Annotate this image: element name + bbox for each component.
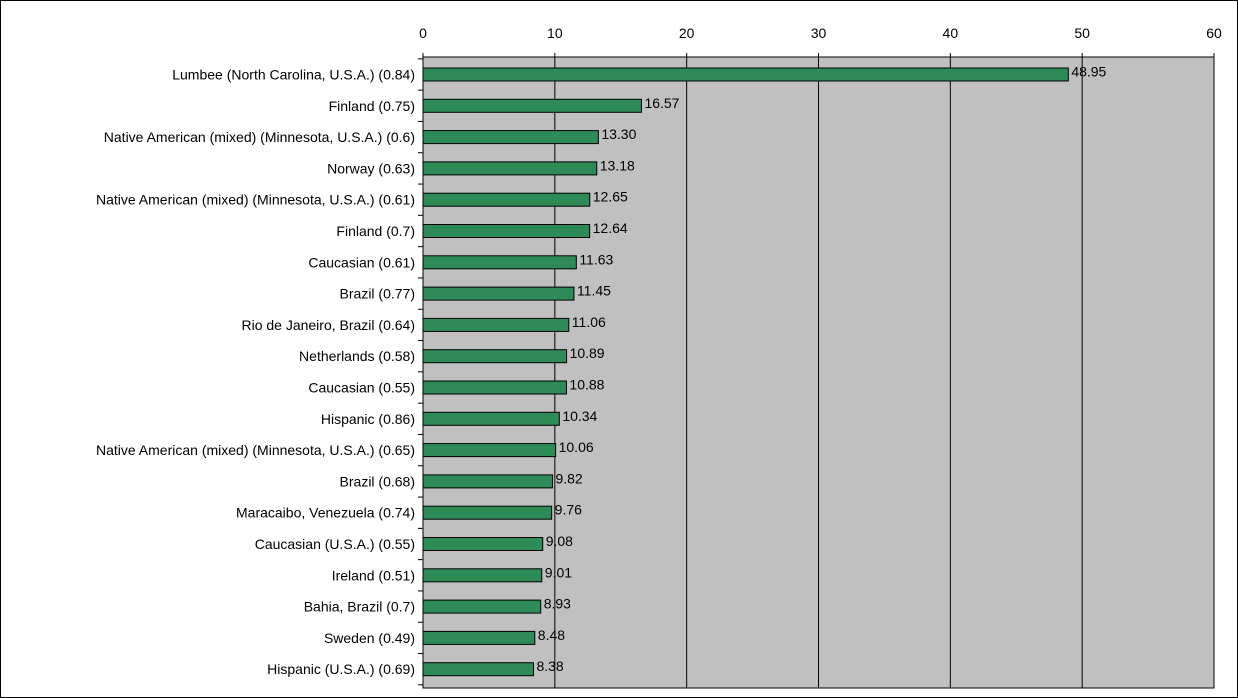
data-label: 11.06 <box>572 314 606 330</box>
category-label: Bahia, Brazil (0.7) <box>304 599 415 615</box>
data-label: 9.76 <box>555 502 582 518</box>
x-tick-label: 50 <box>1074 25 1090 41</box>
category-label: Maracaibo, Venezuela (0.74) <box>236 505 415 521</box>
x-tick-label: 40 <box>943 25 959 41</box>
bar <box>422 349 568 364</box>
category-label: Caucasian (0.55) <box>308 380 415 396</box>
data-label: 16.57 <box>644 95 679 111</box>
data-label: 48.95 <box>1071 64 1106 80</box>
data-label: 8.38 <box>536 658 563 674</box>
data-label: 9.82 <box>555 470 582 486</box>
x-tick-label: 0 <box>419 25 427 41</box>
bar <box>422 380 567 395</box>
bar <box>422 317 570 332</box>
x-tick-label: 20 <box>679 25 695 41</box>
category-label: Lumbee (North Carolina, U.S.A.) (0.84) <box>172 67 415 83</box>
x-tick-label: 30 <box>811 25 827 41</box>
bar <box>422 224 591 238</box>
bar <box>422 630 536 645</box>
bar <box>422 537 544 551</box>
x-tick-label: 60 <box>1206 25 1222 41</box>
data-label: 13.18 <box>600 157 635 173</box>
data-label: 10.89 <box>570 345 605 361</box>
bar <box>422 411 560 426</box>
category-label: Native American (mixed) (Minnesota, U.S.… <box>104 129 415 145</box>
category-label: Native American (mixed) (Minnesota, U.S.… <box>96 192 415 208</box>
data-label: 11.63 <box>579 251 613 267</box>
bar <box>422 599 542 614</box>
category-label: Sweden (0.49) <box>324 630 415 646</box>
bar <box>422 286 575 301</box>
data-label: 12.65 <box>593 189 628 205</box>
data-label: 8.93 <box>544 596 571 612</box>
bar <box>422 443 557 458</box>
category-label: Native American (mixed) (Minnesota, U.S.… <box>96 442 415 458</box>
data-label: 8.48 <box>538 627 565 643</box>
data-label: 11.45 <box>577 283 611 299</box>
bar <box>422 474 553 489</box>
data-label: 13.30 <box>601 126 636 142</box>
bar <box>422 98 642 113</box>
category-label: Rio de Janeiro, Brazil (0.64) <box>241 317 415 333</box>
x-tick-label: 10 <box>547 25 563 41</box>
category-label: Brazil (0.68) <box>340 473 415 489</box>
data-label: 12.64 <box>593 220 628 236</box>
bar <box>422 161 598 176</box>
category-label: Finland (0.75) <box>329 98 415 114</box>
data-label: 9.08 <box>546 533 573 549</box>
category-label: Netherlands (0.58) <box>299 348 415 364</box>
category-label: Brazil (0.77) <box>340 286 415 302</box>
bar <box>422 255 577 270</box>
category-label: Caucasian (0.61) <box>308 254 415 270</box>
category-label: Caucasian (U.S.A.) (0.55) <box>255 536 415 552</box>
data-label: 9.01 <box>545 564 572 580</box>
data-label: 10.88 <box>569 377 604 393</box>
data-label: 10.34 <box>562 408 597 424</box>
bar <box>422 67 1069 82</box>
bar <box>422 568 543 583</box>
bar <box>422 505 553 520</box>
category-label: Norway (0.63) <box>327 160 415 176</box>
bar <box>422 662 534 677</box>
category-label: Finland (0.7) <box>336 223 415 239</box>
bar <box>422 192 591 207</box>
category-label: Ireland (0.51) <box>332 567 415 583</box>
category-label: Hispanic (U.S.A.) (0.69) <box>267 661 415 677</box>
category-label: Hispanic (0.86) <box>321 411 415 427</box>
bar <box>422 130 599 145</box>
data-label: 10.06 <box>559 439 594 455</box>
